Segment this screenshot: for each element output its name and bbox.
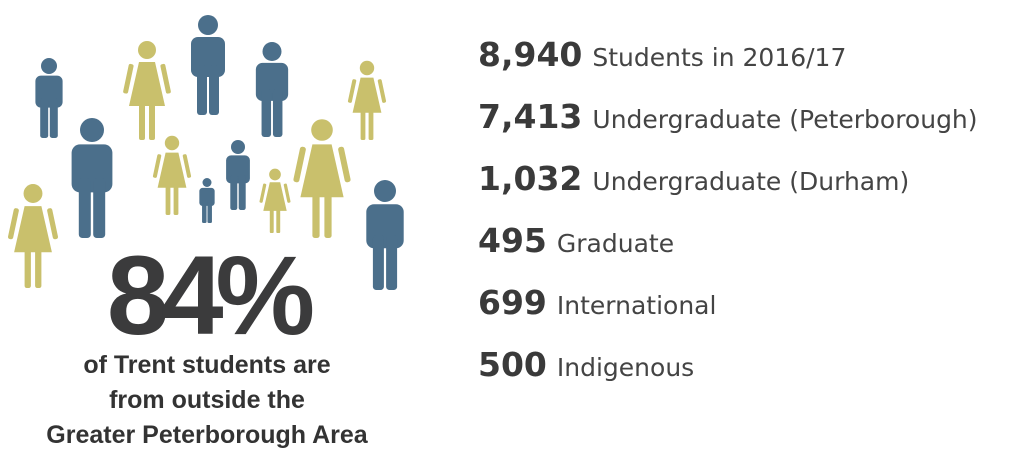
stat-row: 8,940 Students in 2016/17 (478, 32, 978, 94)
stat-label: International (556, 291, 717, 320)
person (255, 42, 289, 137)
person (152, 135, 192, 215)
person (35, 58, 63, 138)
stat-label: Undergraduate (Peterborough) (592, 105, 978, 134)
person (122, 41, 172, 140)
stat-label: Students in 2016/17 (592, 43, 847, 72)
stat-number: 699 (478, 283, 547, 322)
stat-number: 495 (478, 221, 547, 260)
highlight-value: 84% (106, 233, 315, 358)
stats-list: 8,940 Students in 2016/17 7,413 Undergradua… (478, 32, 978, 404)
person (226, 140, 250, 210)
person (259, 168, 291, 233)
caption-line: of Trent students are (83, 351, 331, 379)
stat-number: 500 (478, 345, 547, 384)
stat-number: 7,413 (478, 97, 583, 136)
stat-label: Indigenous (556, 353, 695, 382)
stat-row: 500 Indigenous (478, 342, 978, 404)
stat-row: 1,032 Undergraduate (Durham) (478, 156, 978, 218)
highlight-caption: of Trent students are from outside the G… (0, 348, 414, 453)
person (292, 119, 352, 238)
stat-row: 495 Graduate (478, 218, 978, 280)
caption-line: Greater Peterborough Area (46, 421, 368, 449)
person (191, 15, 225, 115)
stat-number: 8,940 (478, 35, 583, 74)
stat-row: 699 International (478, 280, 978, 342)
person (71, 118, 113, 238)
person (199, 178, 215, 223)
stat-number: 1,032 (478, 159, 583, 198)
stat-row: 7,413 Undergraduate (Peterborough) (478, 94, 978, 156)
caption-line: from outside the (109, 386, 305, 414)
stat-label: Graduate (556, 229, 675, 258)
person (347, 60, 387, 140)
stat-label: Undergraduate (Durham) (592, 167, 910, 196)
